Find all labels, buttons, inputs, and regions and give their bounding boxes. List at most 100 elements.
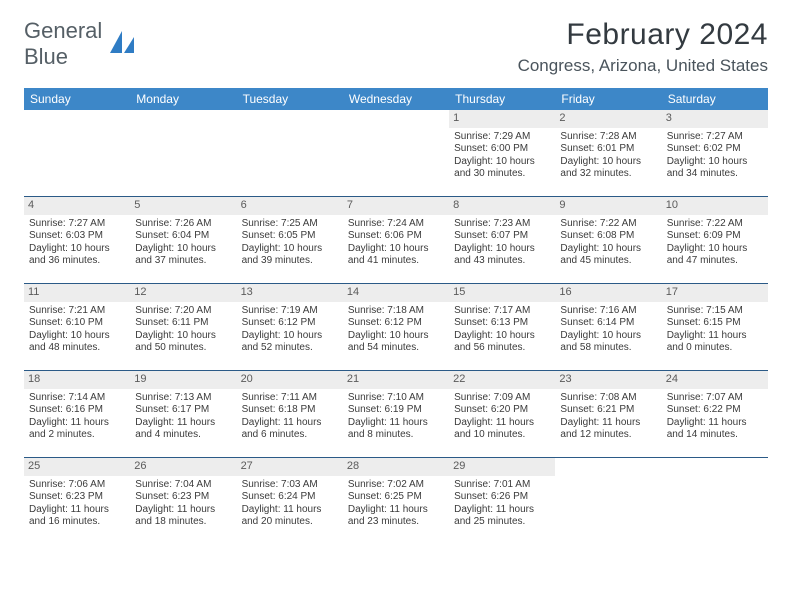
sunset-text: Sunset: 6:04 PM — [135, 230, 231, 243]
sunset-text: Sunset: 6:24 PM — [242, 491, 338, 504]
day-number: 12 — [130, 284, 236, 302]
daylight-text: Daylight: 10 hours and 39 minutes. — [242, 243, 338, 268]
day-number: 19 — [130, 371, 236, 389]
day-number: 20 — [237, 371, 343, 389]
sunset-text: Sunset: 6:21 PM — [560, 404, 656, 417]
sunrise-text: Sunrise: 7:01 AM — [454, 479, 550, 492]
day-cell: 11Sunrise: 7:21 AMSunset: 6:10 PMDayligh… — [24, 284, 130, 370]
daylight-text: Daylight: 10 hours and 36 minutes. — [29, 243, 125, 268]
day-number: 21 — [343, 371, 449, 389]
sunrise-text: Sunrise: 7:08 AM — [560, 392, 656, 405]
sunset-text: Sunset: 6:17 PM — [135, 404, 231, 417]
day-cell-empty — [130, 110, 236, 196]
weekday-header: Monday — [130, 88, 236, 110]
day-cell: 24Sunrise: 7:07 AMSunset: 6:22 PMDayligh… — [662, 371, 768, 457]
day-cell-empty — [237, 110, 343, 196]
sunset-text: Sunset: 6:15 PM — [667, 317, 763, 330]
title-block: February 2024 Congress, Arizona, United … — [518, 18, 768, 76]
daylight-text: Daylight: 11 hours and 16 minutes. — [29, 504, 125, 529]
day-cell: 23Sunrise: 7:08 AMSunset: 6:21 PMDayligh… — [555, 371, 661, 457]
daylight-text: Daylight: 10 hours and 34 minutes. — [667, 156, 763, 181]
sunset-text: Sunset: 6:09 PM — [667, 230, 763, 243]
daylight-text: Daylight: 11 hours and 23 minutes. — [348, 504, 444, 529]
sunset-text: Sunset: 6:25 PM — [348, 491, 444, 504]
day-number: 14 — [343, 284, 449, 302]
week-row: 4Sunrise: 7:27 AMSunset: 6:03 PMDaylight… — [24, 197, 768, 284]
sunrise-text: Sunrise: 7:03 AM — [242, 479, 338, 492]
day-number: 1 — [449, 110, 555, 128]
day-number: 9 — [555, 197, 661, 215]
sunrise-text: Sunrise: 7:09 AM — [454, 392, 550, 405]
day-number: 17 — [662, 284, 768, 302]
sunrise-text: Sunrise: 7:10 AM — [348, 392, 444, 405]
day-cell: 5Sunrise: 7:26 AMSunset: 6:04 PMDaylight… — [130, 197, 236, 283]
day-number: 29 — [449, 458, 555, 476]
sunrise-text: Sunrise: 7:26 AM — [135, 218, 231, 231]
day-number: 8 — [449, 197, 555, 215]
week-row: 11Sunrise: 7:21 AMSunset: 6:10 PMDayligh… — [24, 284, 768, 371]
sunset-text: Sunset: 6:23 PM — [29, 491, 125, 504]
daylight-text: Daylight: 11 hours and 0 minutes. — [667, 330, 763, 355]
sunset-text: Sunset: 6:06 PM — [348, 230, 444, 243]
sunset-text: Sunset: 6:01 PM — [560, 143, 656, 156]
day-number: 25 — [24, 458, 130, 476]
day-cell: 25Sunrise: 7:06 AMSunset: 6:23 PMDayligh… — [24, 458, 130, 544]
day-cell: 19Sunrise: 7:13 AMSunset: 6:17 PMDayligh… — [130, 371, 236, 457]
sunrise-text: Sunrise: 7:15 AM — [667, 305, 763, 318]
day-cell: 1Sunrise: 7:29 AMSunset: 6:00 PMDaylight… — [449, 110, 555, 196]
sunset-text: Sunset: 6:11 PM — [135, 317, 231, 330]
daylight-text: Daylight: 11 hours and 10 minutes. — [454, 417, 550, 442]
day-number: 22 — [449, 371, 555, 389]
daylight-text: Daylight: 11 hours and 2 minutes. — [29, 417, 125, 442]
sunset-text: Sunset: 6:23 PM — [135, 491, 231, 504]
day-number: 18 — [24, 371, 130, 389]
day-number: 16 — [555, 284, 661, 302]
day-cell: 26Sunrise: 7:04 AMSunset: 6:23 PMDayligh… — [130, 458, 236, 544]
daylight-text: Daylight: 11 hours and 12 minutes. — [560, 417, 656, 442]
daylight-text: Daylight: 10 hours and 58 minutes. — [560, 330, 656, 355]
sunset-text: Sunset: 6:12 PM — [242, 317, 338, 330]
week-row: 18Sunrise: 7:14 AMSunset: 6:16 PMDayligh… — [24, 371, 768, 458]
day-number: 13 — [237, 284, 343, 302]
day-number: 26 — [130, 458, 236, 476]
logo-text: General Blue — [24, 18, 102, 70]
day-cell-empty — [555, 458, 661, 544]
weekday-header-row: SundayMondayTuesdayWednesdayThursdayFrid… — [24, 88, 768, 110]
daylight-text: Daylight: 11 hours and 25 minutes. — [454, 504, 550, 529]
daylight-text: Daylight: 11 hours and 20 minutes. — [242, 504, 338, 529]
day-cell: 12Sunrise: 7:20 AMSunset: 6:11 PMDayligh… — [130, 284, 236, 370]
day-number: 28 — [343, 458, 449, 476]
daylight-text: Daylight: 11 hours and 18 minutes. — [135, 504, 231, 529]
sunset-text: Sunset: 6:18 PM — [242, 404, 338, 417]
day-number: 11 — [24, 284, 130, 302]
weekday-header: Saturday — [662, 88, 768, 110]
sunrise-text: Sunrise: 7:02 AM — [348, 479, 444, 492]
day-cell: 15Sunrise: 7:17 AMSunset: 6:13 PMDayligh… — [449, 284, 555, 370]
day-number: 7 — [343, 197, 449, 215]
day-cell: 22Sunrise: 7:09 AMSunset: 6:20 PMDayligh… — [449, 371, 555, 457]
day-cell: 21Sunrise: 7:10 AMSunset: 6:19 PMDayligh… — [343, 371, 449, 457]
sunrise-text: Sunrise: 7:29 AM — [454, 131, 550, 144]
page-header: General Blue February 2024 Congress, Ari… — [24, 18, 768, 76]
daylight-text: Daylight: 10 hours and 30 minutes. — [454, 156, 550, 181]
day-cell: 2Sunrise: 7:28 AMSunset: 6:01 PMDaylight… — [555, 110, 661, 196]
sunset-text: Sunset: 6:07 PM — [454, 230, 550, 243]
daylight-text: Daylight: 10 hours and 48 minutes. — [29, 330, 125, 355]
daylight-text: Daylight: 10 hours and 50 minutes. — [135, 330, 231, 355]
logo: General Blue — [24, 18, 136, 70]
day-cell: 9Sunrise: 7:22 AMSunset: 6:08 PMDaylight… — [555, 197, 661, 283]
day-cell: 3Sunrise: 7:27 AMSunset: 6:02 PMDaylight… — [662, 110, 768, 196]
daylight-text: Daylight: 10 hours and 43 minutes. — [454, 243, 550, 268]
day-cell: 18Sunrise: 7:14 AMSunset: 6:16 PMDayligh… — [24, 371, 130, 457]
day-number: 3 — [662, 110, 768, 128]
logo-word2: Blue — [24, 44, 68, 69]
sunrise-text: Sunrise: 7:23 AM — [454, 218, 550, 231]
sunrise-text: Sunrise: 7:24 AM — [348, 218, 444, 231]
sunrise-text: Sunrise: 7:28 AM — [560, 131, 656, 144]
sunset-text: Sunset: 6:02 PM — [667, 143, 763, 156]
weekday-header: Thursday — [449, 88, 555, 110]
location-subtitle: Congress, Arizona, United States — [518, 56, 768, 76]
weekday-header: Sunday — [24, 88, 130, 110]
sunset-text: Sunset: 6:12 PM — [348, 317, 444, 330]
logo-word1: General — [24, 18, 102, 43]
